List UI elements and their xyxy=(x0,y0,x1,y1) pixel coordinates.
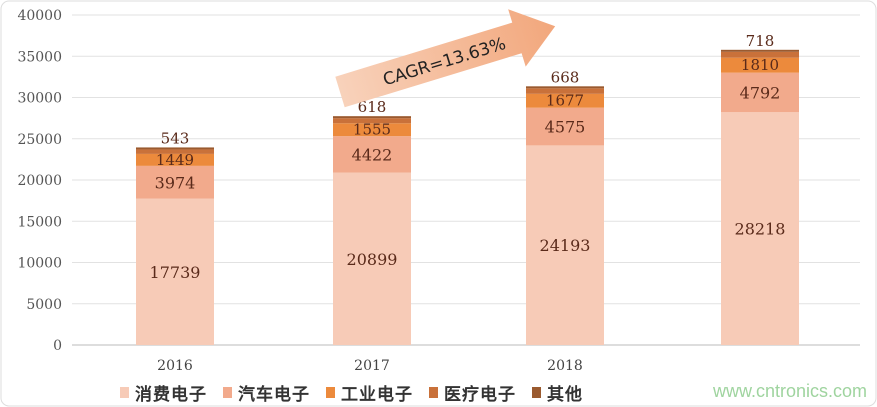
data-label: 1449 xyxy=(156,151,194,169)
data-label: 3974 xyxy=(155,173,196,192)
y-tick-label: 15000 xyxy=(17,214,62,230)
data-label: 24193 xyxy=(540,236,591,255)
y-tick-label: 0 xyxy=(53,338,62,354)
legend: 消费电子 汽车电子 工业电子 医疗电子 其他 xyxy=(120,380,583,405)
x-tick-label: 2017 xyxy=(354,358,390,374)
bar-segment xyxy=(136,153,214,166)
legend-swatch xyxy=(532,387,541,398)
legend-item: 消费电子 xyxy=(120,380,207,405)
bar-segment xyxy=(136,149,214,154)
legend-item: 医疗电子 xyxy=(429,380,516,405)
bar-segment-other xyxy=(526,86,604,89)
y-tick-label: 25000 xyxy=(17,132,62,148)
data-label: 17739 xyxy=(150,263,201,282)
x-tick-label: 2018 xyxy=(547,358,583,374)
legend-swatch xyxy=(120,387,129,398)
bar-segment xyxy=(526,93,604,108)
data-label: 4792 xyxy=(740,83,781,102)
data-label: 1677 xyxy=(546,92,584,110)
watermark: www.cntronics.com xyxy=(712,381,867,401)
data-label: 618 xyxy=(358,98,387,116)
bar-segment xyxy=(721,72,799,113)
data-label: 1555 xyxy=(353,121,391,139)
legend-item: 其他 xyxy=(532,380,583,405)
bar-segment xyxy=(526,88,604,94)
bar-segment xyxy=(136,165,214,199)
data-label: 4422 xyxy=(352,145,393,164)
bar-segment-other xyxy=(721,49,799,52)
data-label: 668 xyxy=(551,68,580,86)
data-label: 20899 xyxy=(347,250,398,269)
y-tick-label: 40000 xyxy=(17,8,62,24)
legend-item: 汽车电子 xyxy=(223,380,310,405)
legend-item: 工业电子 xyxy=(326,380,413,405)
y-tick-label: 5000 xyxy=(26,297,62,313)
data-label: 4575 xyxy=(545,118,586,137)
x-tick-label: 2016 xyxy=(157,358,193,374)
bar-segment xyxy=(333,123,411,137)
bar-segment xyxy=(333,172,411,345)
data-label: 718 xyxy=(746,32,775,50)
y-tick-label: 20000 xyxy=(17,173,62,189)
y-tick-label: 10000 xyxy=(17,256,62,272)
bar-segment xyxy=(721,112,799,345)
legend-swatch xyxy=(223,387,232,398)
data-label: 28218 xyxy=(735,220,786,239)
bar-segment xyxy=(526,145,604,345)
y-tick-label: 30000 xyxy=(17,91,62,107)
legend-swatch xyxy=(429,387,438,398)
legend-label: 汽车电子 xyxy=(238,385,310,405)
bar-segment xyxy=(721,57,799,73)
data-label: 543 xyxy=(161,129,190,147)
bar-segment xyxy=(721,51,799,58)
bar-segment xyxy=(333,136,411,173)
y-tick-label: 35000 xyxy=(17,49,62,65)
legend-swatch xyxy=(326,387,335,398)
legend-label: 消费电子 xyxy=(135,385,207,405)
bar-segment xyxy=(136,198,214,345)
bar-segment-other xyxy=(136,147,214,150)
legend-label: 工业电子 xyxy=(341,385,413,405)
legend-label: 其他 xyxy=(547,385,583,405)
bar-segment xyxy=(333,118,411,124)
legend-label: 医疗电子 xyxy=(444,385,516,405)
data-label: 1810 xyxy=(741,56,779,74)
bar-segment-other xyxy=(333,116,411,119)
bar-segment xyxy=(526,107,604,146)
